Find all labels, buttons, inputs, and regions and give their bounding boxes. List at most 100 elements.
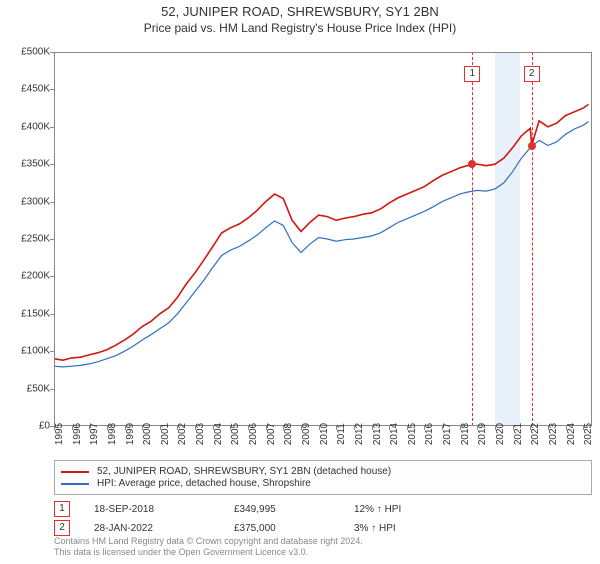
- y-tick-label: £300K: [6, 196, 50, 207]
- x-tick-label: 2012: [354, 423, 365, 445]
- y-tick-label: £350K: [6, 159, 50, 170]
- x-tick-label: 1998: [107, 423, 118, 445]
- sale-price: £375,000: [234, 523, 354, 534]
- x-tick-label: 2019: [477, 423, 488, 445]
- legend-row: HPI: Average price, detached house, Shro…: [61, 478, 585, 489]
- x-tick-mark: [213, 426, 214, 430]
- sale-num-badge: 1: [54, 501, 70, 517]
- x-tick-label: 1997: [89, 423, 100, 445]
- x-tick-label: 2007: [266, 423, 277, 445]
- y-tick-mark: [50, 389, 54, 390]
- x-tick-label: 1999: [125, 423, 136, 445]
- x-tick-label: 2009: [301, 423, 312, 445]
- x-tick-label: 2022: [530, 423, 541, 445]
- footnote: Contains HM Land Registry data © Crown c…: [54, 536, 363, 558]
- x-tick-mark: [54, 426, 55, 430]
- x-tick-mark: [266, 426, 267, 430]
- x-tick-mark: [566, 426, 567, 430]
- legend-swatch: [61, 483, 89, 485]
- x-tick-label: 2001: [160, 423, 171, 445]
- legend-row: 52, JUNIPER ROAD, SHREWSBURY, SY1 2BN (d…: [61, 466, 585, 477]
- y-tick-mark: [50, 314, 54, 315]
- y-tick-label: £0: [6, 421, 50, 432]
- x-tick-mark: [142, 426, 143, 430]
- y-tick-mark: [50, 89, 54, 90]
- y-tick-label: £250K: [6, 234, 50, 245]
- x-tick-label: 2000: [142, 423, 153, 445]
- x-tick-label: 2011: [336, 423, 347, 445]
- sale-pct: 3% ↑ HPI: [354, 523, 474, 534]
- x-tick-label: 2013: [372, 423, 383, 445]
- x-tick-mark: [89, 426, 90, 430]
- y-tick-mark: [50, 202, 54, 203]
- sale-num-badge: 2: [54, 520, 70, 536]
- x-tick-mark: [530, 426, 531, 430]
- plot-area: 12 £0£50K£100K£150K£200K£250K£300K£350K£…: [54, 52, 592, 426]
- legend-swatch: [61, 471, 89, 473]
- x-tick-mark: [460, 426, 461, 430]
- x-tick-label: 2014: [389, 423, 400, 445]
- sale-row: 228-JAN-2022£375,0003% ↑ HPI: [54, 520, 592, 536]
- plot-border: [54, 52, 592, 426]
- chart-subtitle: Price paid vs. HM Land Registry's House …: [0, 21, 600, 35]
- x-tick-mark: [583, 426, 584, 430]
- sale-price: £349,995: [234, 504, 354, 515]
- x-tick-mark: [248, 426, 249, 430]
- x-tick-mark: [495, 426, 496, 430]
- sale-row: 1 18-SEP-2018£349,99512% ↑ HPI: [54, 501, 592, 517]
- x-tick-label: 2004: [213, 423, 224, 445]
- x-tick-mark: [72, 426, 73, 430]
- x-tick-mark: [319, 426, 320, 430]
- x-tick-mark: [389, 426, 390, 430]
- y-tick-label: £100K: [6, 346, 50, 357]
- x-tick-mark: [125, 426, 126, 430]
- x-tick-mark: [195, 426, 196, 430]
- x-tick-mark: [407, 426, 408, 430]
- x-tick-label: 2020: [495, 423, 506, 445]
- sale-pct: 12% ↑ HPI: [354, 504, 474, 515]
- x-tick-label: 2003: [195, 423, 206, 445]
- x-tick-mark: [354, 426, 355, 430]
- x-tick-label: 2017: [442, 423, 453, 445]
- x-tick-label: 2018: [460, 423, 471, 445]
- x-tick-label: 2016: [424, 423, 435, 445]
- x-tick-mark: [442, 426, 443, 430]
- x-tick-mark: [424, 426, 425, 430]
- x-tick-mark: [160, 426, 161, 430]
- y-tick-mark: [50, 276, 54, 277]
- y-tick-label: £200K: [6, 271, 50, 282]
- x-tick-mark: [372, 426, 373, 430]
- y-tick-mark: [50, 52, 54, 53]
- legend: 52, JUNIPER ROAD, SHREWSBURY, SY1 2BN (d…: [54, 460, 592, 495]
- x-tick-label: 2006: [248, 423, 259, 445]
- y-tick-mark: [50, 164, 54, 165]
- y-tick-mark: [50, 127, 54, 128]
- x-tick-label: 2024: [566, 423, 577, 445]
- x-tick-mark: [177, 426, 178, 430]
- legend-label: 52, JUNIPER ROAD, SHREWSBURY, SY1 2BN (d…: [97, 466, 391, 477]
- y-tick-label: £50K: [6, 383, 50, 394]
- x-tick-label: 2025: [583, 423, 594, 445]
- x-tick-label: 1995: [54, 423, 65, 445]
- x-tick-mark: [283, 426, 284, 430]
- x-tick-mark: [513, 426, 514, 430]
- x-tick-label: 2021: [513, 423, 524, 445]
- y-tick-label: £500K: [6, 47, 50, 58]
- sales-table: 118-SEP-2018£349,99512% ↑ HPI228-JAN-202…: [54, 498, 592, 539]
- x-tick-mark: [230, 426, 231, 430]
- sale-date: 18-SEP-2018: [94, 504, 234, 515]
- chart-title: 52, JUNIPER ROAD, SHREWSBURY, SY1 2BN: [0, 4, 600, 19]
- x-tick-mark: [336, 426, 337, 430]
- y-tick-label: £400K: [6, 121, 50, 132]
- x-tick-mark: [477, 426, 478, 430]
- y-tick-mark: [50, 351, 54, 352]
- x-tick-label: 2005: [230, 423, 241, 445]
- x-tick-label: 2010: [319, 423, 330, 445]
- legend-label: HPI: Average price, detached house, Shro…: [97, 478, 311, 489]
- y-tick-label: £450K: [6, 84, 50, 95]
- y-tick-mark: [50, 239, 54, 240]
- x-tick-mark: [107, 426, 108, 430]
- x-tick-label: 2023: [548, 423, 559, 445]
- x-tick-label: 1996: [72, 423, 83, 445]
- x-tick-label: 2015: [407, 423, 418, 445]
